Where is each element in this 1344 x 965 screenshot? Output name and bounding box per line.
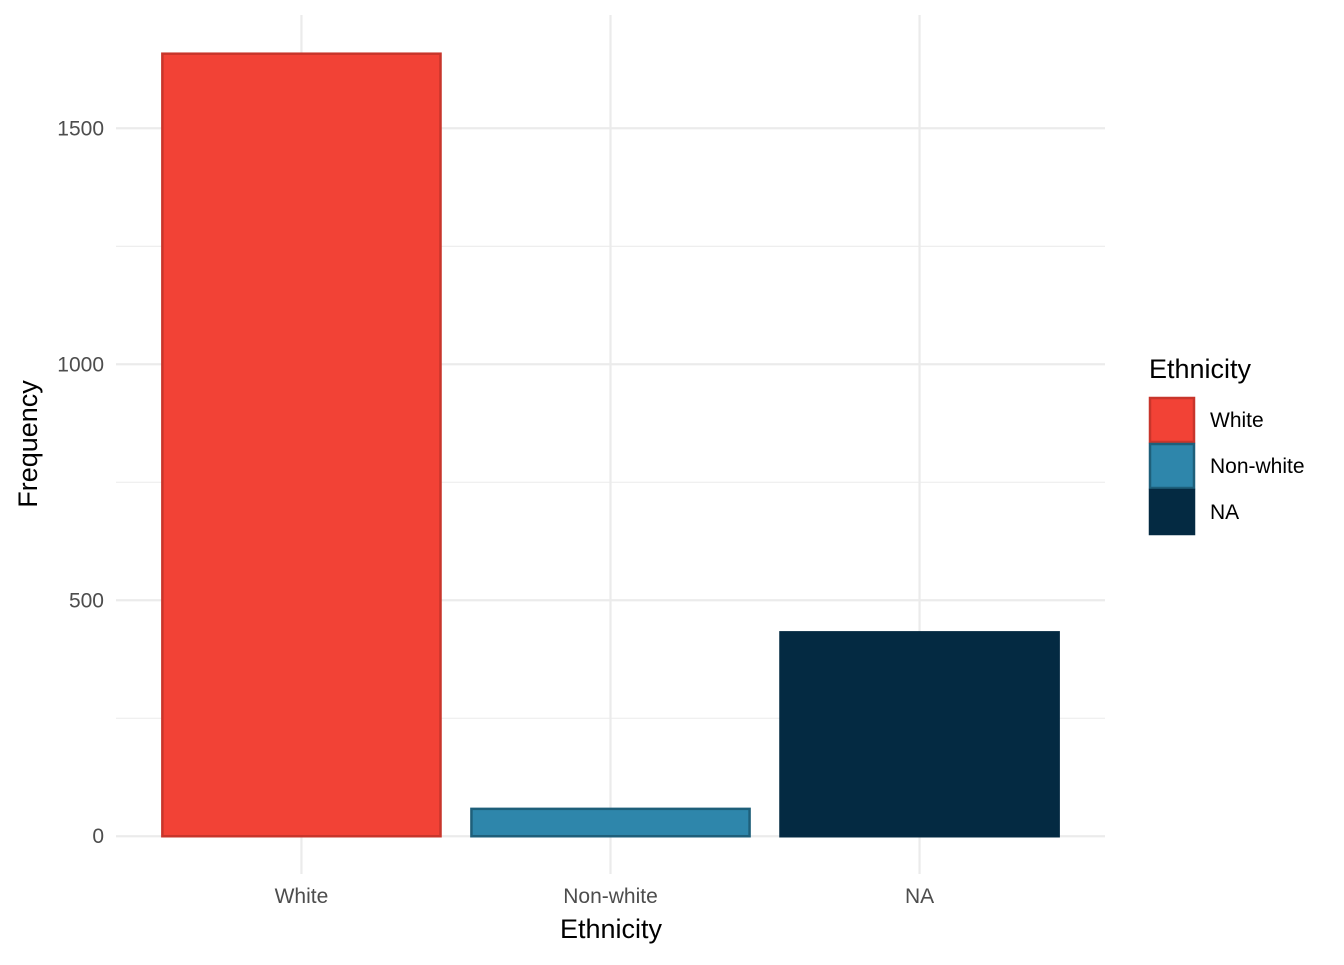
legend-key-swatch (1148, 396, 1196, 444)
y-tick-label: 1500 (57, 117, 104, 140)
legend-key-swatch (1148, 488, 1196, 536)
y-tick-label: 0 (92, 825, 104, 848)
bar-non-white (470, 807, 751, 838)
bar-white (161, 52, 442, 838)
x-axis-ticks: White Non-white NA (275, 885, 935, 908)
legend-entries: White Non-white NA (1148, 396, 1305, 536)
y-axis-ticks: 0 500 1000 1500 (57, 117, 104, 848)
legend-label: NA (1210, 501, 1239, 524)
legend: Ethnicity White Non-white NA (1148, 354, 1305, 536)
y-axis-title: Frequency (13, 380, 43, 508)
bar-na (779, 631, 1060, 838)
x-axis-title: Ethnicity (560, 914, 663, 944)
x-tick-label: Non-white (563, 885, 658, 908)
y-tick-label: 1000 (57, 353, 104, 376)
legend-label: White (1210, 409, 1264, 432)
x-tick-label: White (275, 885, 329, 908)
legend-title: Ethnicity (1149, 354, 1252, 384)
legend-key-swatch (1148, 442, 1196, 490)
x-tick-label: NA (905, 885, 934, 908)
y-tick-label: 500 (69, 589, 104, 612)
bars (161, 52, 1060, 838)
legend-label: Non-white (1210, 455, 1305, 478)
